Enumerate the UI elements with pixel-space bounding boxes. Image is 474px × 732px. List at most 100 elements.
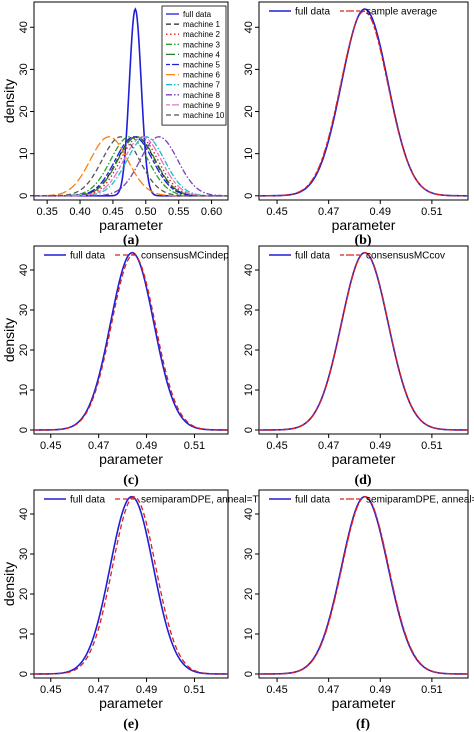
legend-label: machine 2 bbox=[183, 30, 220, 39]
legend-label: machine 3 bbox=[183, 40, 220, 49]
y-tick-label: 40 bbox=[243, 21, 255, 33]
y-tick-label: 10 bbox=[243, 148, 255, 160]
x-tick-label: 0.47 bbox=[318, 440, 339, 452]
x-tick-label: 0.51 bbox=[421, 206, 442, 218]
x-tick-label: 0.51 bbox=[184, 684, 205, 696]
plot-frame bbox=[33, 245, 229, 435]
y-tick-label: 40 bbox=[243, 264, 255, 276]
x-tick-label: 0.49 bbox=[370, 206, 391, 218]
x-tick-label: 0.55 bbox=[168, 206, 189, 218]
chart-panel-c: 0.45 0.47 0.49 0.51 0 10 20 30 40 parameter densit… bbox=[1, 245, 229, 488]
panel-caption: (e) bbox=[123, 717, 139, 732]
panel-caption: (b) bbox=[354, 233, 371, 248]
x-tick-label: 0.49 bbox=[370, 440, 391, 452]
y-tick-label: 0 bbox=[18, 193, 30, 199]
y-tick-label: 20 bbox=[18, 588, 30, 600]
plot-frame bbox=[33, 489, 229, 679]
x-tick-label: 0.47 bbox=[318, 206, 339, 218]
y-axis-label: density bbox=[1, 318, 17, 362]
y-tick-label: 10 bbox=[243, 384, 255, 396]
y-tick-label: 20 bbox=[18, 344, 30, 356]
series-line bbox=[34, 251, 228, 431]
y-tick-label: 40 bbox=[18, 21, 30, 33]
y-tick-label: 10 bbox=[18, 628, 30, 640]
x-tick-label: 0.47 bbox=[88, 440, 109, 452]
chart-panel-f: 0.45 0.47 0.49 0.51 0 10 20 30 40 parameter full d… bbox=[243, 489, 474, 732]
x-axis-label: parameter bbox=[332, 695, 396, 711]
x-tick-label: 0.51 bbox=[421, 684, 442, 696]
y-tick-label: 30 bbox=[18, 548, 30, 560]
legend-label: machine 1 bbox=[183, 20, 220, 29]
legend-label: consensusMCindep bbox=[141, 251, 229, 262]
y-tick-label: 30 bbox=[243, 548, 255, 560]
series-line bbox=[259, 10, 468, 197]
y-tick-label: 20 bbox=[243, 105, 255, 117]
y-tick-label: 20 bbox=[243, 344, 255, 356]
legend-label: consensusMCcov bbox=[366, 251, 445, 262]
y-tick-label: 30 bbox=[243, 304, 255, 316]
plot-frame bbox=[258, 245, 469, 435]
y-axis-label: density bbox=[1, 79, 17, 123]
x-tick-label: 0.47 bbox=[318, 684, 339, 696]
legend-label: machine 7 bbox=[183, 81, 220, 90]
y-tick-label: 10 bbox=[243, 628, 255, 640]
series-line bbox=[259, 252, 468, 431]
legend-label: full data bbox=[70, 495, 105, 506]
x-tick-label: 0.49 bbox=[370, 684, 391, 696]
panel-caption: (a) bbox=[123, 233, 140, 248]
y-tick-label: 0 bbox=[243, 193, 255, 199]
x-tick-label: 0.45 bbox=[266, 440, 287, 452]
y-tick-label: 40 bbox=[18, 508, 30, 520]
panel-caption: (c) bbox=[123, 473, 139, 488]
x-tick-label: 0.45 bbox=[102, 206, 123, 218]
series-line bbox=[259, 496, 468, 675]
legend-label: machine 5 bbox=[183, 61, 220, 70]
legend-label: full data bbox=[183, 10, 212, 19]
y-tick-label: 20 bbox=[18, 105, 30, 117]
series-line bbox=[34, 496, 228, 675]
legend-label: machine 8 bbox=[183, 91, 220, 100]
x-tick-label: 0.45 bbox=[266, 684, 287, 696]
x-axis-label: parameter bbox=[99, 451, 163, 467]
x-tick-label: 0.60 bbox=[201, 206, 222, 218]
x-tick-label: 0.51 bbox=[184, 440, 205, 452]
y-tick-label: 20 bbox=[243, 588, 255, 600]
x-tick-label: 0.50 bbox=[135, 206, 156, 218]
plot-frame bbox=[33, 1, 229, 201]
y-tick-label: 30 bbox=[18, 304, 30, 316]
y-tick-label: 0 bbox=[243, 427, 255, 433]
legend-label: semiparamDPE, anneal=F bbox=[366, 495, 474, 506]
x-tick-label: 0.35 bbox=[36, 206, 57, 218]
series-line bbox=[259, 8, 468, 197]
chart-panel-e: 0.45 0.47 0.49 0.51 0 10 20 30 40 parameter densit… bbox=[1, 489, 259, 732]
x-axis-label: parameter bbox=[332, 217, 396, 233]
y-tick-label: 10 bbox=[18, 148, 30, 160]
panel-caption: (d) bbox=[354, 473, 371, 488]
plot-frame bbox=[258, 1, 469, 201]
y-tick-label: 40 bbox=[243, 508, 255, 520]
legend-label: full data bbox=[295, 251, 330, 262]
y-axis-label: density bbox=[1, 562, 17, 606]
y-tick-label: 10 bbox=[18, 384, 30, 396]
legend-label: full data bbox=[70, 251, 105, 262]
x-tick-label: 0.45 bbox=[266, 206, 287, 218]
x-tick-label: 0.49 bbox=[136, 684, 157, 696]
legend-label: machine 10 bbox=[183, 111, 225, 120]
panel-caption: (f) bbox=[356, 717, 370, 732]
x-tick-label: 0.45 bbox=[40, 684, 61, 696]
x-axis-label: parameter bbox=[99, 217, 163, 233]
x-tick-label: 0.49 bbox=[136, 440, 157, 452]
series-line bbox=[34, 495, 228, 675]
legend-label: sample average bbox=[366, 7, 438, 18]
legend-label: full data bbox=[295, 495, 330, 506]
plot-frame bbox=[258, 489, 469, 679]
y-tick-label: 0 bbox=[243, 671, 255, 677]
y-tick-label: 0 bbox=[18, 427, 30, 433]
y-tick-label: 30 bbox=[18, 63, 30, 75]
series-line bbox=[259, 495, 468, 675]
x-tick-label: 0.40 bbox=[69, 206, 90, 218]
legend-label: machine 6 bbox=[183, 71, 220, 80]
y-tick-label: 40 bbox=[18, 264, 30, 276]
x-tick-label: 0.51 bbox=[421, 440, 442, 452]
